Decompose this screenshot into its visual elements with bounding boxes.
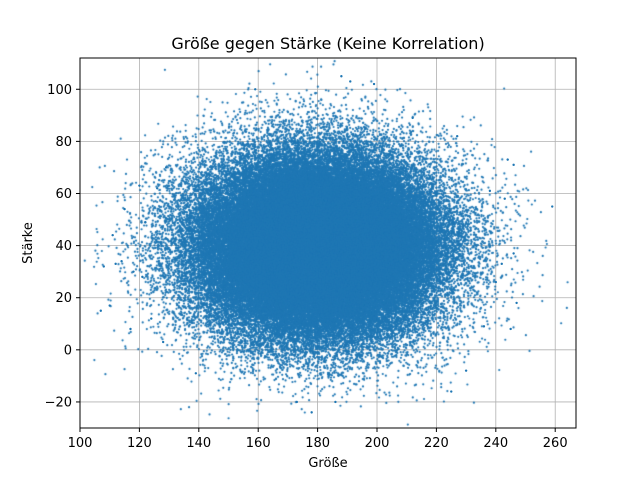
data-point xyxy=(156,187,159,190)
data-point xyxy=(509,327,512,331)
data-point xyxy=(114,262,117,266)
data-point xyxy=(161,340,165,344)
data-point xyxy=(132,270,135,273)
x-tick-label: 220 xyxy=(424,436,449,451)
data-point xyxy=(111,233,114,237)
data-point xyxy=(372,82,376,86)
data-point xyxy=(138,184,141,187)
data-point xyxy=(500,262,503,266)
x-axis-ticks: 100 120 140 160 180 200 220 240 260 xyxy=(68,428,568,451)
data-point xyxy=(455,134,459,138)
y-tick-label: 20 xyxy=(55,291,72,306)
data-point xyxy=(123,207,126,211)
y-tick-label: 80 xyxy=(55,135,72,150)
data-point xyxy=(99,309,102,312)
data-point xyxy=(164,166,168,169)
data-point xyxy=(150,317,153,320)
data-point xyxy=(515,301,518,305)
data-point xyxy=(482,325,486,328)
data-point xyxy=(141,275,144,279)
x-tick-label: 120 xyxy=(127,436,152,451)
data-point xyxy=(120,260,123,263)
data-point xyxy=(464,369,468,372)
data-point xyxy=(494,280,498,284)
x-tick-label: 140 xyxy=(186,436,211,451)
data-point xyxy=(334,400,337,404)
y-tick-label: −20 xyxy=(45,395,72,410)
data-point xyxy=(254,88,257,91)
data-point xyxy=(503,197,506,200)
data-point xyxy=(310,411,313,414)
data-point xyxy=(144,220,147,224)
y-tick-label: 60 xyxy=(55,187,72,202)
data-point xyxy=(450,390,453,393)
data-point-cloud xyxy=(80,58,576,428)
x-tick-label: 100 xyxy=(68,436,93,451)
y-tick-label: 100 xyxy=(47,83,72,98)
data-point xyxy=(126,244,129,247)
data-point xyxy=(108,304,111,307)
x-tick-label: 240 xyxy=(483,436,508,451)
data-point xyxy=(102,265,105,268)
data-point xyxy=(551,205,554,208)
x-tick-label: 260 xyxy=(543,436,568,451)
x-axis-label: Größe xyxy=(308,456,347,471)
x-tick-label: 200 xyxy=(365,436,390,451)
data-point xyxy=(488,189,492,193)
data-point xyxy=(129,327,132,331)
data-point xyxy=(194,372,198,375)
data-point xyxy=(411,116,414,120)
data-point xyxy=(295,400,299,404)
data-point xyxy=(340,75,343,78)
data-point xyxy=(512,252,515,255)
data-points xyxy=(99,75,554,414)
x-tick-label: 160 xyxy=(246,436,271,451)
y-tick-label: 0 xyxy=(64,343,72,358)
x-tick-label: 180 xyxy=(305,436,330,451)
y-axis-ticks: −20 0 20 40 60 80 100 xyxy=(45,83,80,410)
data-point xyxy=(349,80,352,83)
data-point xyxy=(506,158,509,161)
y-axis-label: Stärke xyxy=(21,222,36,264)
chart-title: Größe gegen Stärke (Keine Korrelation) xyxy=(171,34,484,53)
plot-frame xyxy=(79,57,577,429)
y-tick-label: 40 xyxy=(55,239,72,254)
data-point xyxy=(512,163,515,167)
